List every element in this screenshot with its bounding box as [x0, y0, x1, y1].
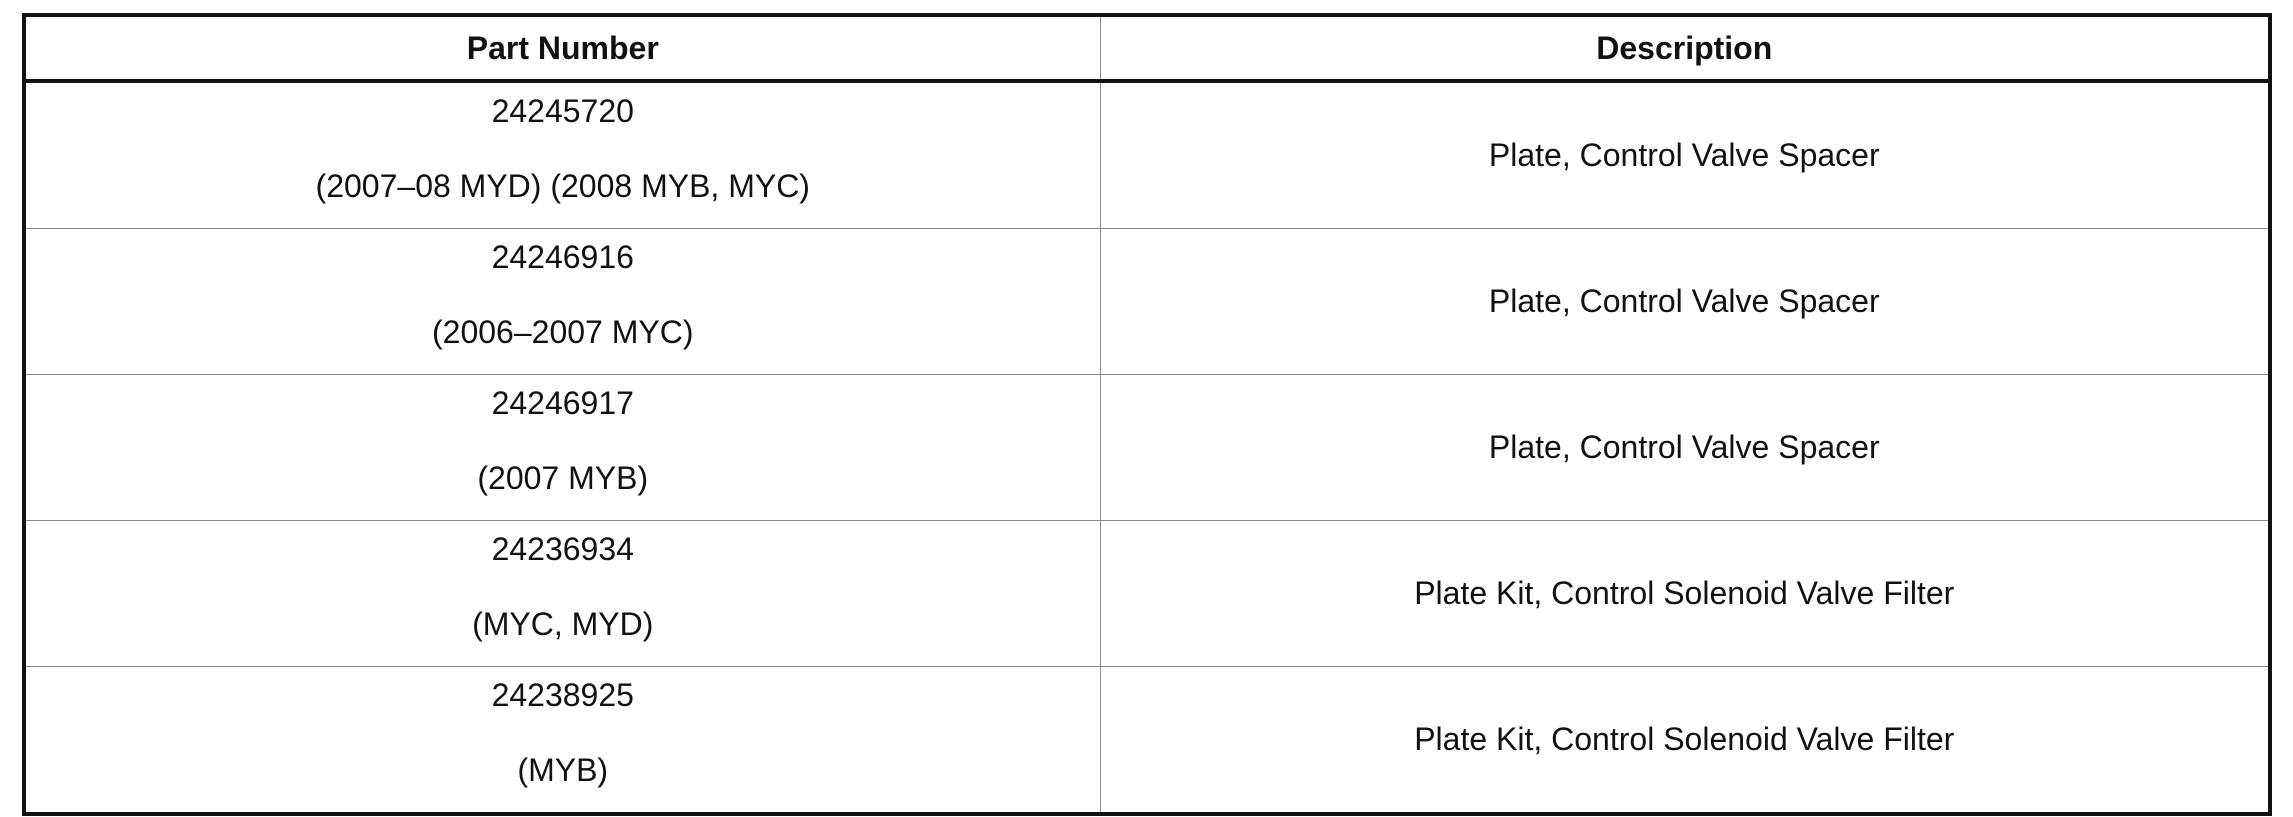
parts-table: Part Number Description 24245720 (2007–0… — [22, 13, 2272, 816]
table-row: 24236934 (MYC, MYD) Plate Kit, Control S… — [23, 520, 2271, 667]
part-number: 24246917 — [491, 385, 634, 421]
part-number: 24238925 — [491, 677, 634, 713]
applicability: (MYB) — [517, 752, 609, 788]
applicability: (2007–08 MYD) (2008 MYB, MYC) — [315, 168, 810, 204]
description-cell: Plate Kit, Control Solenoid Valve Filter — [1099, 520, 2271, 667]
description-cell: Plate Kit, Control Solenoid Valve Filter — [1099, 666, 2271, 815]
table-row: 24238925 (MYB) Plate Kit, Control Soleno… — [23, 666, 2271, 815]
applicability: (2007 MYB) — [477, 460, 649, 496]
part-number: 24236934 — [491, 531, 634, 567]
header-row: Part Number Description — [23, 14, 2271, 83]
part-number: 24245720 — [491, 93, 634, 129]
part-number-cell: 24236934 (MYC, MYD) — [23, 520, 1101, 667]
part-number-cell: 24246917 (2007 MYB) — [23, 374, 1101, 521]
header-part-number: Part Number — [23, 14, 1101, 83]
table-row: 24245720 (2007–08 MYD) (2008 MYB, MYC) P… — [23, 80, 2271, 229]
part-number: 24246916 — [491, 239, 634, 275]
table-row: 24246916 (2006–2007 MYC) Plate, Control … — [23, 228, 2271, 375]
description-cell: Plate, Control Valve Spacer — [1099, 80, 2271, 229]
part-number-cell: 24245720 (2007–08 MYD) (2008 MYB, MYC) — [23, 80, 1101, 229]
description-cell: Plate, Control Valve Spacer — [1099, 228, 2271, 375]
applicability: (MYC, MYD) — [472, 606, 654, 642]
part-number-cell: 24238925 (MYB) — [23, 666, 1101, 815]
header-description: Description — [1099, 14, 2271, 83]
part-number-cell: 24246916 (2006–2007 MYC) — [23, 228, 1101, 375]
description-cell: Plate, Control Valve Spacer — [1099, 374, 2271, 521]
applicability: (2006–2007 MYC) — [432, 314, 694, 350]
table-row: 24246917 (2007 MYB) Plate, Control Valve… — [23, 374, 2271, 521]
